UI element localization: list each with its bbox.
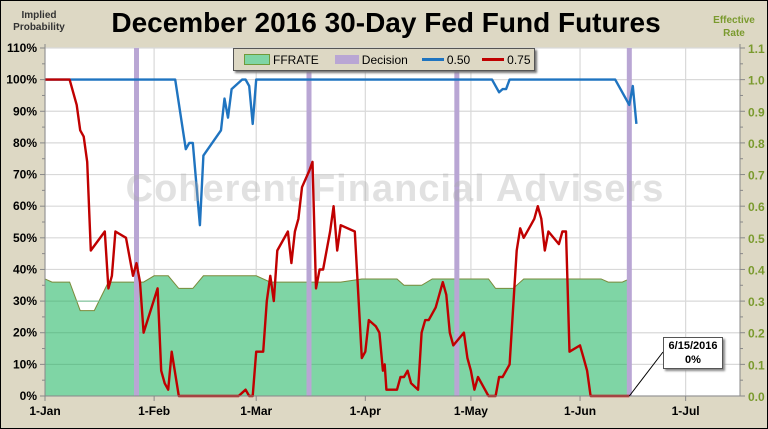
right-axis-label-line1: Effective <box>713 15 755 26</box>
y2-tick-label: 1.1 <box>748 42 765 56</box>
annotation-value: 0% <box>685 354 701 366</box>
y2-tick-label: 0.7 <box>748 169 765 183</box>
decision-bar <box>306 48 312 396</box>
x-tick-label: 1-Mar <box>240 404 272 418</box>
x-tick-label: 1-Apr <box>350 404 382 418</box>
y2-tick-label: 0.3 <box>748 295 765 309</box>
legend-label: FFRATE <box>273 52 319 67</box>
y-tick-label: 50% <box>13 231 37 245</box>
y2-tick-label: 0.9 <box>748 105 765 119</box>
decision-bar <box>626 48 632 396</box>
x-tick-label: 1-May <box>454 404 488 418</box>
y-tick-label: 40% <box>13 262 37 276</box>
y-tick-label: 0% <box>20 389 38 403</box>
ffrate-swatch <box>244 54 270 65</box>
y2-tick-label: 0.4 <box>748 263 765 277</box>
left-axis-label: Implied Probability <box>7 10 71 34</box>
chart-title: December 2016 30-Day Fed Fund Futures <box>111 7 661 38</box>
y-tick-label: 90% <box>13 104 37 118</box>
y-tick-label: 110% <box>7 41 37 55</box>
y-tick-label: 20% <box>13 326 37 340</box>
chart-legend: FFRATE Decision 0.50 0.75 <box>233 48 535 71</box>
legend-label: 0.50 <box>446 52 471 67</box>
legend-item-ffrate: FFRATE <box>244 53 319 67</box>
annotation-callout: 6/15/2016 0% <box>663 337 723 369</box>
legend-item-050: 0.50 <box>421 52 471 67</box>
left-axis-label-line2: Probability <box>13 22 65 33</box>
annotation-date: 6/15/2016 <box>668 340 718 352</box>
x-tick-label: 1-Jun <box>564 404 596 418</box>
y2-tick-label: 0.8 <box>748 137 765 151</box>
series-line-075 <box>45 78 630 398</box>
annotation-leader <box>628 351 664 397</box>
y-tick-label: 30% <box>13 294 37 308</box>
y2-tick-label: 0.6 <box>748 200 765 214</box>
left-axis-label-line1: Implied <box>21 10 57 21</box>
y-tick-label: 100% <box>6 73 37 87</box>
y-tick-label: 70% <box>13 168 37 182</box>
series-line-050 <box>45 78 638 227</box>
decision-swatch <box>334 55 359 64</box>
y-tick-label: 60% <box>13 199 37 213</box>
legend-item-075: 0.75 <box>482 52 531 67</box>
right-axis-label-line2: Rate <box>723 28 745 39</box>
y2-tick-label: 0.2 <box>748 327 765 341</box>
line-075-swatch <box>482 58 505 61</box>
x-tick-label: 1-Jan <box>29 404 60 418</box>
right-axis-label: Effective Rate <box>701 14 767 40</box>
x-tick-label: 1-Feb <box>138 404 170 418</box>
ffrate-area <box>45 275 630 396</box>
y2-tick-label: 1.0 <box>748 74 765 88</box>
decision-bar <box>454 48 460 396</box>
line-050-swatch <box>421 58 444 61</box>
y-tick-label: 80% <box>13 136 37 150</box>
y2-tick-label: 0.5 <box>748 232 765 246</box>
x-tick-label: 1-Jul <box>672 404 700 418</box>
y2-tick-label: 0.1 <box>748 358 765 372</box>
y2-tick-label: 0.0 <box>748 390 765 404</box>
legend-item-decision: Decision <box>334 52 408 67</box>
legend-label: 0.75 <box>507 52 531 67</box>
y-tick-label: 10% <box>13 357 37 371</box>
decision-bar <box>134 48 140 396</box>
legend-label: Decision <box>361 52 408 67</box>
